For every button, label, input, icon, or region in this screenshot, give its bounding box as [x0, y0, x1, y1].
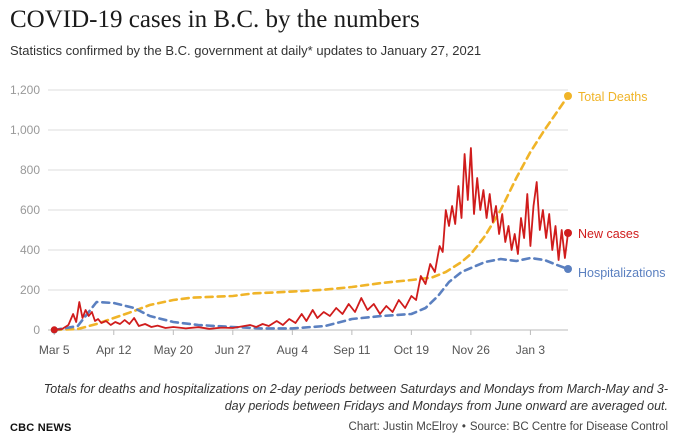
series-start-point-new_cases: [50, 326, 58, 334]
brand-logo-text: CBC NEWS: [10, 422, 72, 434]
chart-title: COVID-19 cases in B.C. by the numbers: [10, 6, 420, 33]
chart-credit: Chart: Justin McElroy • Source: BC Centre …: [349, 421, 668, 433]
x-tick-label: Oct 19: [394, 343, 430, 357]
x-tick-label: May 20: [154, 343, 194, 357]
series-end-point-new_cases: [564, 229, 572, 237]
series-line-hospitalizations: [52, 256, 570, 332]
y-tick-label: 400: [20, 243, 40, 257]
series-end-point-total_deaths: [564, 92, 572, 100]
credit-author: Chart: Justin McElroy: [348, 421, 458, 433]
y-tick-label: 1,200: [10, 83, 40, 97]
y-tick-label: 800: [20, 163, 40, 177]
series-line-new_cases: [53, 147, 569, 331]
x-tick-label: Apr 12: [96, 343, 132, 357]
credit-separator: •: [461, 421, 466, 433]
x-tick-label: Jan 3: [516, 343, 546, 357]
chart-subtitle: Statistics confirmed by the B.C. governm…: [10, 43, 482, 58]
x-tick-label: Jun 27: [215, 343, 251, 357]
y-tick-label: 0: [33, 323, 40, 337]
series-end-point-hospitalizations: [564, 265, 572, 273]
y-tick-label: 1,000: [10, 123, 40, 137]
x-tick-label: Mar 5: [39, 343, 70, 357]
chart-footnote: Totals for deaths and hospitalizations o…: [43, 382, 668, 413]
x-tick-label: Nov 26: [452, 343, 490, 357]
x-tick-label: Sep 11: [333, 343, 370, 357]
y-tick-label: 200: [20, 283, 40, 297]
credit-source: Source: BC Centre for Disease Control: [469, 421, 668, 433]
legend-label-hospitalizations: Hospitalizations: [578, 266, 666, 280]
y-tick-label: 600: [20, 203, 40, 217]
legend-label-new_cases: New cases: [578, 227, 639, 241]
covid-line-chart: 0 200 400 600 800 1,000 1,200 Mar 5 Apr 12 May 20…: [10, 83, 666, 357]
legend-label-total_deaths: Total Deaths: [578, 90, 647, 104]
x-tick-label: Aug 4: [277, 343, 309, 357]
